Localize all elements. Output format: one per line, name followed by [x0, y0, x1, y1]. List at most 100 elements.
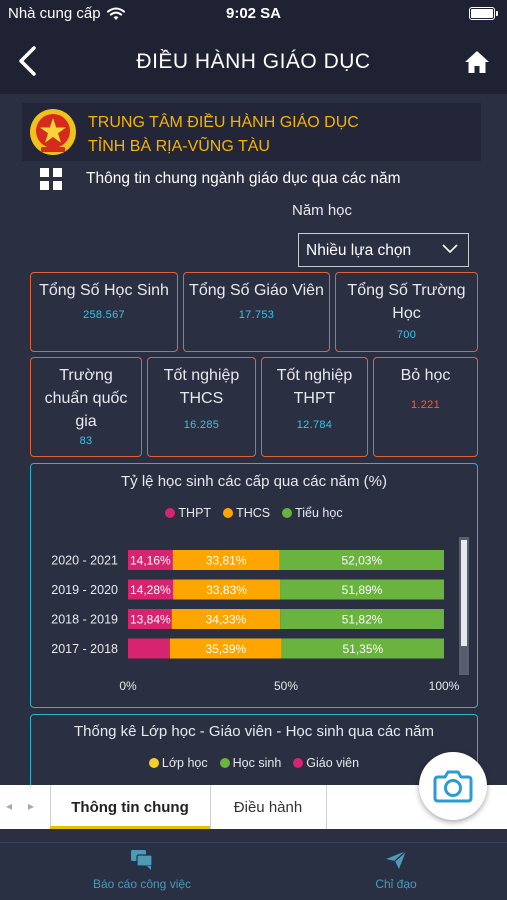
- nav-directive[interactable]: Chỉ đạo: [356, 849, 436, 891]
- carrier-label: Nhà cung cấp: [8, 5, 101, 22]
- chart-legend: Lớp học Học sinh Giáo viên: [31, 756, 477, 770]
- bar-thpt[interactable]: [128, 579, 174, 600]
- legend-item-thpt[interactable]: THPT: [165, 506, 211, 520]
- chevron-left-icon: [19, 46, 36, 76]
- student-ratio-chart: Tỷ lệ học sinh các cấp qua các năm (%) T…: [30, 463, 478, 708]
- legend-label: THCS: [236, 506, 271, 520]
- legend-dot: [148, 758, 159, 768]
- data-label: 51,82%: [342, 613, 383, 627]
- legend-item-hoc-sinh[interactable]: Học sinh: [219, 756, 281, 770]
- org-header: TRUNG TÂM ĐIỀU HÀNH GIÁO DỤC TỈNH BÀ RỊA…: [22, 103, 481, 161]
- page-title: ĐIỀU HÀNH GIÁO DỤC: [136, 50, 371, 73]
- legend-dot: [282, 508, 293, 518]
- card-thpt-graduates[interactable]: Tốt nghiệp THPT 12.784: [261, 357, 368, 457]
- camera-icon: [433, 770, 473, 803]
- chart-legend: THPT THCS Tiểu học: [31, 506, 477, 520]
- legend-dot: [293, 758, 304, 768]
- card-value: 1.221: [410, 399, 441, 411]
- legend-label: Lớp học: [161, 756, 208, 770]
- org-province: TỈNH BÀ RỊA-VŨNG TÀU: [88, 138, 270, 155]
- tab-general-info[interactable]: Thông tin chung: [50, 785, 210, 829]
- card-value: 17.753: [238, 309, 275, 321]
- category-label: 2018 - 2019: [51, 613, 118, 627]
- legend-label: Giáo viên: [306, 756, 360, 770]
- back-button[interactable]: [14, 44, 44, 78]
- legend-dot: [165, 508, 176, 518]
- card-title: Tổng Số Trường Học: [347, 282, 466, 322]
- legend-item-thcs[interactable]: THCS: [223, 506, 270, 520]
- card-total-students[interactable]: Tổng Số Học Sinh 258.567: [30, 272, 178, 352]
- bottom-nav: Báo cáo công việc Chỉ đạo: [0, 842, 507, 900]
- card-title: Bỏ học: [400, 367, 451, 384]
- bar-tiểu-học[interactable]: [280, 579, 444, 600]
- x-tick-label: 0%: [119, 679, 137, 693]
- legend-dot: [223, 508, 234, 518]
- national-emblem-icon: [30, 109, 76, 155]
- card-value: 258.567: [83, 309, 125, 321]
- card-total-schools[interactable]: Tổng Số Trường Học 700: [335, 272, 478, 352]
- data-label: 51,35%: [343, 642, 384, 656]
- data-label: 51,89%: [342, 583, 383, 597]
- legend-item-tieu-hoc[interactable]: Tiểu học: [282, 506, 343, 520]
- chat-icon: [131, 850, 153, 870]
- ratio-chart-svg: 2020 - 2021 14,16% 33,81% 52,03% 2019 - 2020…: [51, 537, 469, 693]
- category-label: 2020 - 2021: [51, 554, 118, 568]
- chart-title: Thống kê Lớp học - Giáo viên - Học sinh …: [73, 723, 435, 740]
- camera-button[interactable]: [419, 752, 487, 820]
- card-total-teachers[interactable]: Tổng Số Giáo Viên 17.753: [183, 272, 330, 352]
- tab-management[interactable]: Điều hành: [233, 799, 303, 816]
- x-tick-label: 100%: [429, 679, 460, 693]
- bar-thcs[interactable]: [169, 638, 282, 659]
- bar-thcs[interactable]: [171, 609, 281, 629]
- nav-bar: ĐIỀU HÀNH GIÁO DỤC: [0, 30, 507, 94]
- data-label: 35,39%: [205, 642, 246, 656]
- card-title: Tốt nghiệp THPT: [276, 367, 353, 407]
- card-national-standard-schools[interactable]: Trường chuẩn quốc gia 83: [30, 357, 142, 457]
- data-label: 14,28%: [130, 583, 171, 597]
- card-title: Tốt nghiệp THCS: [163, 367, 240, 407]
- nav-label: Báo cáo công việc: [92, 877, 192, 891]
- category-label: 2017 - 2018: [51, 642, 118, 656]
- card-value: 16.285: [183, 419, 220, 431]
- bar-tiểu-học[interactable]: [280, 609, 444, 629]
- battery-icon: [469, 7, 498, 20]
- card-dropouts[interactable]: Bỏ học 1.221: [373, 357, 478, 457]
- legend-item-giao-vien[interactable]: Giáo viên: [293, 756, 359, 770]
- legend-label: Tiểu học: [295, 506, 343, 520]
- carrier-info: Nhà cung cấp: [8, 5, 125, 22]
- grid-icon: [40, 168, 62, 190]
- card-value: 12.784: [296, 419, 333, 431]
- bar-thpt[interactable]: [128, 550, 173, 570]
- class-teacher-student-chart: Thống kê Lớp học - Giáo viên - Học sinh …: [30, 714, 478, 804]
- bar-thcs[interactable]: [173, 579, 281, 600]
- bar-thcs[interactable]: [172, 550, 280, 570]
- legend-dot: [219, 758, 230, 768]
- data-label: 33,83%: [206, 583, 247, 597]
- card-thcs-graduates[interactable]: Tốt nghiệp THCS 16.285: [147, 357, 256, 457]
- legend-label: THPT: [178, 506, 212, 520]
- chart-title: Tỷ lệ học sinh các cấp qua các năm (%): [121, 473, 387, 490]
- section-title: Thông tin chung ngành giáo dục qua các n…: [86, 170, 401, 187]
- nav-work-report[interactable]: Báo cáo công việc: [80, 849, 204, 891]
- status-time: 9:02 SA: [225, 5, 282, 22]
- wifi-icon: [106, 7, 125, 20]
- tab-scroll-arrows: ◂ ▸: [6, 799, 34, 813]
- bar-tiểu-học[interactable]: [279, 550, 444, 570]
- chevron-down-icon: [442, 244, 458, 254]
- bar-tiểu-học[interactable]: [281, 638, 444, 659]
- legend-item-lop-hoc[interactable]: Lớp học: [148, 756, 208, 770]
- tab-scroll-right-icon[interactable]: ▸: [28, 799, 35, 813]
- bar-thpt[interactable]: [128, 609, 172, 629]
- school-year-selected: Nhiều lựa chọn: [306, 242, 412, 259]
- chart-scroll-thumb[interactable]: [461, 540, 467, 646]
- bar-thpt[interactable]: [128, 638, 170, 659]
- home-icon: [465, 51, 489, 73]
- school-year-select[interactable]: Nhiều lựa chọn: [298, 233, 469, 267]
- card-title: Tổng Số Giáo Viên: [189, 282, 324, 299]
- home-button[interactable]: [463, 48, 491, 76]
- nav-label: Chỉ đạo: [375, 877, 417, 891]
- card-title: Trường chuẩn quốc gia: [44, 367, 128, 430]
- data-label: 33,81%: [206, 554, 247, 568]
- data-label: 13,84%: [130, 613, 171, 627]
- tab-scroll-left-icon[interactable]: ◂: [6, 799, 13, 813]
